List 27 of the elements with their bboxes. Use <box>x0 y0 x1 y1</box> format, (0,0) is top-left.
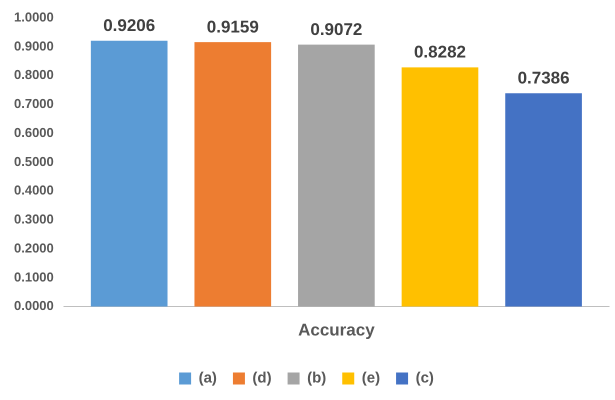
legend-label: (c) <box>416 370 434 387</box>
y-tick-label: 0.4000 <box>14 182 54 198</box>
y-tick-label: 1.0000 <box>14 9 54 24</box>
y-tick-label: 0.2000 <box>14 240 54 256</box>
bar <box>402 67 478 307</box>
y-tick-label: 0.6000 <box>14 124 54 140</box>
data-label: 0.9159 <box>206 17 259 36</box>
bar <box>298 44 375 307</box>
bar <box>505 93 582 307</box>
bar <box>194 42 272 307</box>
data-label: 0.7386 <box>518 68 570 88</box>
data-label: 0.8282 <box>414 42 466 62</box>
y-tick-label: 0.3000 <box>14 212 54 227</box>
data-label: 0.9206 <box>103 16 156 35</box>
y-tick-label: 0.9000 <box>14 38 54 54</box>
y-tick-label: 0.0000 <box>14 298 54 314</box>
x-tick-label: Accuracy <box>298 320 376 340</box>
legend-label: (b) <box>307 370 326 387</box>
y-tick-label: 0.7000 <box>14 96 54 112</box>
legend-label: (e) <box>362 370 380 387</box>
y-tick-label: 0.8000 <box>14 67 54 82</box>
y-tick-label: 0.1000 <box>14 269 54 284</box>
data-label: 0.9072 <box>310 20 362 39</box>
legend-label: (a) <box>198 370 217 387</box>
y-tick-label: 0.5000 <box>14 154 54 169</box>
legend-label: (d) <box>252 370 272 387</box>
bar <box>90 40 168 307</box>
